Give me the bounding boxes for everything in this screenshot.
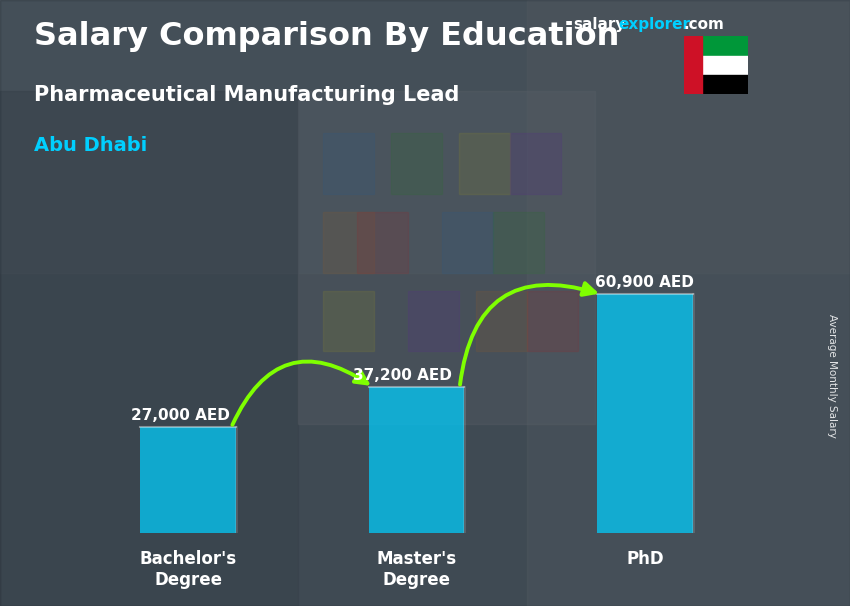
Text: 37,200 AED: 37,200 AED (353, 368, 451, 383)
FancyArrowPatch shape (232, 362, 367, 425)
Text: .com: .com (683, 17, 724, 32)
Bar (459, 133, 510, 194)
Bar (493, 212, 544, 273)
Bar (0, 91, 298, 606)
Bar (476, 291, 527, 351)
Text: 60,900 AED: 60,900 AED (595, 275, 694, 290)
Bar (684, 36, 702, 94)
Bar (510, 133, 561, 194)
Text: explorer: explorer (619, 17, 691, 32)
Bar (684, 75, 748, 94)
Text: salary: salary (574, 17, 626, 32)
Text: Pharmaceutical Manufacturing Lead: Pharmaceutical Manufacturing Lead (34, 85, 459, 105)
Bar (408, 291, 459, 351)
Bar (323, 291, 374, 351)
Bar (323, 133, 374, 194)
Bar (684, 36, 748, 56)
Bar (527, 0, 850, 606)
Bar (442, 212, 493, 273)
Bar (527, 291, 578, 351)
Text: 27,000 AED: 27,000 AED (131, 408, 230, 423)
Bar (323, 212, 374, 273)
Text: Salary Comparison By Education: Salary Comparison By Education (34, 21, 620, 52)
Bar (140, 427, 236, 533)
Bar (391, 133, 442, 194)
Bar (357, 212, 408, 273)
Bar (369, 387, 464, 533)
Bar (298, 91, 595, 424)
FancyArrowPatch shape (460, 283, 595, 385)
Text: Abu Dhabi: Abu Dhabi (34, 136, 147, 155)
Text: Average Monthly Salary: Average Monthly Salary (827, 314, 837, 438)
Bar (684, 56, 748, 75)
Bar (597, 295, 693, 533)
Bar (0, 0, 850, 273)
